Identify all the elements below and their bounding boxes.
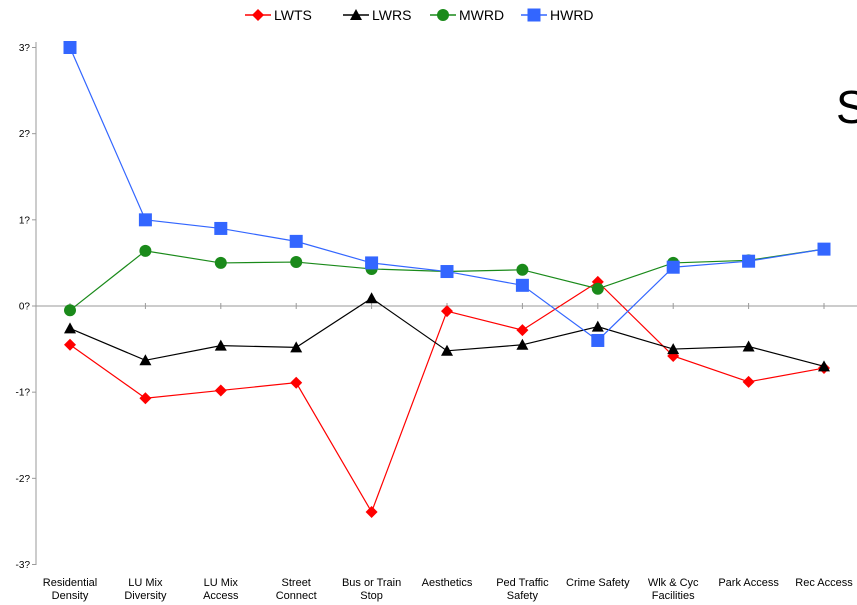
data-point — [214, 384, 227, 397]
data-point — [591, 320, 604, 332]
y-tick-label: 1? — [19, 215, 31, 226]
x-tick-label-line: Aesthetics — [422, 577, 473, 589]
data-point — [742, 375, 755, 388]
x-tick-label-line: Diversity — [124, 590, 167, 602]
y-tick-label: -2? — [16, 474, 31, 485]
x-tick-label-line: Stop — [360, 590, 383, 602]
x-tick-label-line: Density — [52, 590, 89, 602]
x-tick-label: Wlk & Cyc Facilities — [648, 577, 699, 602]
data-point — [63, 41, 77, 54]
legend: LWTS LWRS MWRD HWRD — [245, 7, 594, 23]
data-point — [516, 338, 529, 350]
legend-label: HWRD — [550, 7, 594, 23]
data-point — [365, 505, 378, 518]
y-tick-label: -3? — [16, 560, 31, 571]
x-tick-label-line: Safety — [507, 590, 539, 602]
data-point — [289, 234, 303, 248]
x-tick-label-line: Connect — [276, 590, 317, 602]
data-point — [139, 392, 152, 405]
data-point — [818, 360, 830, 372]
x-tick-label-line: Crime Safety — [566, 577, 630, 589]
x-tick-label: LU Mix Access — [203, 577, 239, 602]
data-point — [365, 292, 378, 304]
y-tick-label: -1? — [16, 388, 31, 399]
data-point — [139, 244, 152, 257]
data-point — [290, 341, 303, 353]
x-tick-label: Park Access — [718, 577, 779, 589]
data-point — [64, 322, 76, 334]
data-point — [591, 333, 605, 347]
data-point — [214, 256, 227, 269]
x-tick-label-line: Facilities — [652, 590, 695, 602]
x-tick-label: Ped Traffic Safety — [496, 577, 549, 602]
series-lwrs — [64, 292, 830, 372]
data-point — [214, 339, 227, 351]
x-tick-label: LU Mix Diversity — [124, 577, 167, 602]
x-tick-label-line: Ped Traffic — [496, 577, 549, 589]
legend-marker — [252, 9, 264, 21]
x-tick-label: Residential Density — [43, 577, 97, 602]
y-tick-label: 0? — [19, 302, 31, 313]
x-tick-label: Rec Access — [795, 577, 853, 589]
x-tick-label-line: Wlk & Cyc — [648, 577, 699, 589]
data-point — [64, 338, 76, 351]
x-tick-label-line: Access — [203, 590, 239, 602]
x-tick-label-line: Rec Access — [795, 577, 853, 589]
x-tick-label: Street Connect — [276, 577, 317, 602]
data-point — [138, 213, 152, 227]
data-point — [365, 256, 379, 270]
data-point — [817, 242, 831, 256]
series-group — [63, 41, 831, 518]
data-point — [515, 278, 529, 292]
data-point — [666, 260, 680, 274]
series-hwrd — [63, 41, 831, 347]
data-point — [441, 344, 453, 356]
x-tick-label-line: LU Mix — [204, 577, 239, 589]
x-tick-label: Aesthetics — [422, 577, 473, 589]
series-line — [69, 248, 825, 311]
legend-marker — [350, 9, 362, 20]
data-point — [742, 254, 756, 268]
x-tick-label-line: LU Mix — [128, 577, 163, 589]
data-point — [667, 343, 680, 355]
data-point — [139, 354, 152, 366]
data-point — [742, 340, 755, 352]
x-tick-label-line: Residential — [43, 577, 97, 589]
legend-label: MWRD — [459, 7, 504, 23]
legend-item-hwrd: HWRD — [521, 7, 594, 23]
legend-item-mwrd: MWRD — [430, 7, 504, 23]
x-tick-label-line: Bus or Train — [342, 577, 401, 589]
x-tick-label-line: Street — [282, 577, 311, 589]
overlay-text: S — [836, 81, 857, 133]
legend-marker — [437, 9, 449, 21]
y-tick-label: 2? — [19, 129, 31, 140]
x-tick-label: Bus or Train Stop — [342, 577, 401, 602]
series-line — [69, 47, 825, 342]
legend-label: LWRS — [372, 7, 411, 23]
data-point — [64, 304, 76, 317]
x-tick-label-line: Park Access — [718, 577, 779, 589]
data-point — [290, 376, 303, 389]
data-point — [441, 305, 453, 318]
legend-item-lwts: LWTS — [245, 7, 312, 23]
series-lwts — [64, 275, 830, 518]
data-point — [290, 256, 303, 269]
x-tick-label: Crime Safety — [566, 577, 630, 589]
data-point — [516, 263, 529, 276]
legend-label: LWTS — [274, 7, 312, 23]
axes — [32, 42, 857, 565]
y-tick-labels: 3? 2? 1? 0? -1? -2? -3? — [16, 43, 31, 571]
legend-item-lwrs: LWRS — [343, 7, 411, 23]
legend-marker — [527, 8, 541, 22]
data-point — [440, 265, 454, 279]
data-point — [516, 324, 529, 337]
data-point — [591, 282, 604, 295]
data-point — [214, 221, 228, 235]
y-tick-label: 3? — [19, 43, 31, 54]
